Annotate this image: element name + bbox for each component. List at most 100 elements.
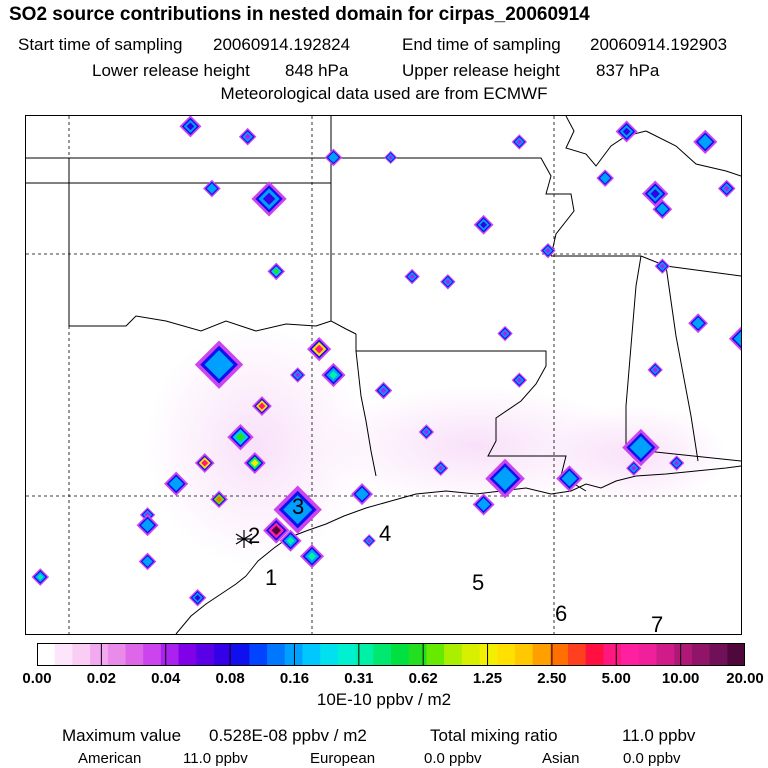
map-number-labels: 12 3 4 5 6 7 bbox=[248, 494, 663, 634]
source-cell bbox=[252, 396, 272, 416]
colorbar-tick-label: 0.00 bbox=[22, 670, 52, 687]
source-cell bbox=[194, 340, 244, 389]
source-cell bbox=[652, 199, 673, 220]
colorbar-swatch bbox=[249, 643, 268, 666]
map-canvas: 12 3 4 5 6 7 bbox=[26, 116, 741, 634]
border-ok-north bbox=[69, 158, 332, 184]
total-label: Total mixing ratio bbox=[430, 726, 558, 745]
colorbar-swatch bbox=[497, 643, 516, 666]
lower-value: 848 hPa bbox=[285, 61, 349, 80]
graticule bbox=[26, 116, 741, 634]
upper-label: Upper release height bbox=[402, 61, 560, 80]
colorbar-tick-label: 0.16 bbox=[279, 670, 310, 687]
map-number-label: 5 bbox=[472, 570, 484, 595]
colorbar-swatch bbox=[160, 643, 179, 666]
border-red-river bbox=[68, 183, 332, 332]
colorbar-swatch bbox=[125, 643, 144, 666]
colorbar-swatch bbox=[90, 643, 109, 666]
source-cell bbox=[307, 337, 332, 362]
colorbar-swatch bbox=[568, 643, 587, 666]
source-cell bbox=[556, 465, 583, 492]
source-cell bbox=[263, 517, 290, 544]
colorbar-tick-label: 0.31 bbox=[344, 670, 374, 687]
source-cell bbox=[433, 460, 449, 476]
colorbar-swatch bbox=[461, 643, 480, 666]
figure-title: SO2 source contributions in nested domai… bbox=[9, 4, 590, 25]
colorbar-swatch bbox=[231, 643, 250, 666]
colorbar-swatch bbox=[514, 643, 533, 666]
map-number-label: 2 bbox=[248, 523, 260, 548]
colorbar-swatch bbox=[479, 643, 498, 666]
colorbar-ticks: 0.00 0.02 0.04 0.08 0.16 0.31 0.62 1.25 2.50 5.00… bbox=[0, 670, 768, 690]
source-cell bbox=[203, 179, 221, 198]
lower-label: Lower release height bbox=[92, 61, 250, 80]
colorbar-swatch bbox=[638, 643, 657, 666]
colorbar-swatch bbox=[674, 643, 693, 666]
border-al-ga bbox=[665, 265, 699, 462]
colorbar-swatch bbox=[107, 643, 126, 666]
colorbar-swatch bbox=[267, 643, 286, 666]
colorbar-swatch bbox=[532, 643, 551, 666]
source-cell bbox=[31, 568, 50, 586]
colorbar-swatch bbox=[621, 643, 640, 666]
colorbar-tick-label: 2.50 bbox=[537, 670, 567, 687]
colorbar-swatch bbox=[196, 643, 215, 666]
asian-label: Asian bbox=[542, 750, 580, 767]
colorbar-tick-label: 10.00 bbox=[661, 670, 700, 687]
colorbar-tick-label: 0.62 bbox=[408, 670, 438, 687]
source-cell bbox=[647, 362, 663, 378]
source-cell bbox=[497, 325, 513, 342]
colorbar-swatch bbox=[302, 643, 321, 666]
border-ok-ar-tx bbox=[330, 116, 357, 335]
border-mo-ar bbox=[331, 157, 575, 257]
colorbar-swatch bbox=[550, 643, 569, 666]
source-cell bbox=[324, 148, 343, 167]
colorbar-swatch bbox=[373, 643, 392, 666]
colorbar-tick-label: 0.04 bbox=[151, 670, 181, 687]
colorbar-swatch bbox=[585, 643, 604, 666]
source-cell bbox=[238, 127, 257, 146]
colorbar-units: 10E-10 ppbv / m2 bbox=[316, 690, 452, 709]
release-site-marker bbox=[235, 530, 253, 548]
source-cell bbox=[179, 116, 202, 138]
colorbar-swatch bbox=[54, 643, 73, 666]
colorbar-swatch bbox=[727, 643, 745, 666]
source-cell bbox=[279, 529, 302, 552]
total-value: 11.0 ppbv bbox=[622, 726, 696, 745]
source-cell bbox=[251, 181, 287, 217]
colorbar-swatch bbox=[355, 643, 374, 666]
met-note: Meteorological data used are from ECMWF bbox=[220, 84, 548, 103]
colorbar-tick-label: 0.08 bbox=[215, 670, 245, 687]
source-cell bbox=[622, 428, 660, 467]
border-panhandle bbox=[26, 158, 70, 184]
colorbar-tick-label: 20.00 bbox=[726, 670, 764, 687]
colorbar-frame bbox=[37, 643, 745, 666]
colorbar bbox=[37, 643, 745, 666]
source-cell bbox=[210, 490, 228, 509]
source-cell bbox=[362, 534, 376, 548]
border-tx-la bbox=[355, 350, 377, 477]
source-cell bbox=[384, 150, 398, 165]
source-cell bbox=[717, 179, 736, 198]
asian-value: 0.0 ppbv bbox=[623, 750, 681, 767]
source-cell bbox=[227, 423, 254, 451]
source-cell bbox=[188, 588, 207, 607]
source-cell bbox=[418, 424, 435, 440]
border-mo-ky bbox=[565, 116, 647, 167]
colorbar-swatch bbox=[320, 643, 339, 666]
max-value: 0.528E-08 ppbv / m2 bbox=[209, 726, 367, 745]
colorbar-swatch bbox=[337, 643, 356, 666]
colorbar-swatch bbox=[408, 643, 427, 666]
colorbar-swatch bbox=[709, 643, 728, 666]
colorbar-swatch bbox=[143, 643, 162, 666]
map-number-label: 3 bbox=[292, 494, 304, 519]
start-value: 20060914.192824 bbox=[213, 35, 351, 54]
map-number-label: 4 bbox=[379, 521, 391, 546]
american-value: 11.0 ppbv bbox=[183, 750, 248, 767]
end-label: End time of sampling bbox=[402, 35, 561, 54]
source-cell bbox=[654, 258, 671, 274]
source-cell bbox=[693, 129, 718, 154]
source-cell bbox=[642, 180, 669, 207]
source-cell bbox=[668, 455, 685, 471]
